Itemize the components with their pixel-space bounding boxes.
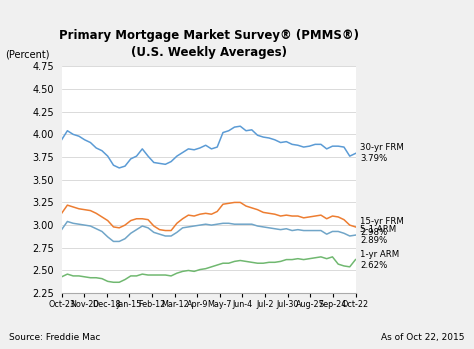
Text: Source: Freddie Mac: Source: Freddie Mac bbox=[9, 333, 101, 342]
Text: 5-1 ARM
2.89%: 5-1 ARM 2.89% bbox=[360, 225, 396, 245]
Text: As of Oct 22, 2015: As of Oct 22, 2015 bbox=[381, 333, 465, 342]
Text: 1-yr ARM
2.62%: 1-yr ARM 2.62% bbox=[360, 250, 400, 270]
Text: Primary Mortgage Market Survey® (PMMS®): Primary Mortgage Market Survey® (PMMS®) bbox=[59, 29, 358, 42]
Text: (U.S. Weekly Averages): (U.S. Weekly Averages) bbox=[130, 46, 287, 59]
Text: 15-yr FRM
2.98%: 15-yr FRM 2.98% bbox=[360, 217, 404, 237]
Text: 30-yr FRM
3.79%: 30-yr FRM 3.79% bbox=[360, 143, 404, 163]
Text: (Percent): (Percent) bbox=[5, 49, 49, 59]
